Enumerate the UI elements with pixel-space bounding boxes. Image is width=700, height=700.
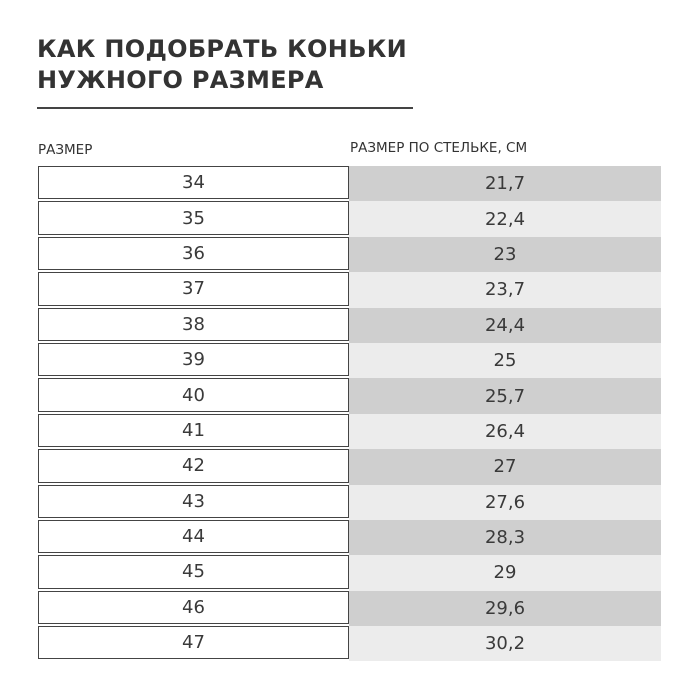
page-title: КАК ПОДОБРАТЬ КОНЬКИ НУЖНОГО РАЗМЕРА <box>37 34 407 96</box>
insole-cell: 25,7 <box>349 378 661 414</box>
table-row: 36 23 <box>38 236 661 273</box>
column-header-insole: РАЗМЕР ПО СТЕЛЬКЕ, СМ <box>350 140 528 156</box>
size-cell: 41 <box>38 413 349 448</box>
size-cell: 44 <box>38 519 349 554</box>
table-row: 46 29,6 <box>38 590 661 627</box>
size-cell: 36 <box>38 236 349 271</box>
size-cell: 37 <box>38 272 349 306</box>
title-line-1: КАК ПОДОБРАТЬ КОНЬКИ <box>37 35 408 63</box>
insole-cell: 27,6 <box>349 484 661 520</box>
insole-cell: 24,4 <box>349 307 661 343</box>
table-row: 47 30,2 <box>38 626 661 662</box>
insole-cell: 25 <box>349 342 661 379</box>
size-table: 34 21,7 35 22,4 36 23 37 23,7 38 24,4 39 25 40 25,7 41… <box>38 166 661 662</box>
insole-cell: 29 <box>349 555 661 591</box>
size-cell: 40 <box>38 378 349 412</box>
table-row: 43 27,6 <box>38 484 661 520</box>
insole-cell: 21,7 <box>349 166 661 202</box>
size-cell: 38 <box>38 307 349 341</box>
insole-cell: 23,7 <box>349 272 661 308</box>
size-cell: 34 <box>38 166 349 200</box>
title-divider <box>37 107 413 109</box>
table-row: 35 22,4 <box>38 201 661 237</box>
column-header-size: РАЗМЕР <box>38 142 93 158</box>
table-row: 41 26,4 <box>38 413 661 450</box>
insole-cell: 29,6 <box>349 590 661 627</box>
table-row: 39 25 <box>38 342 661 379</box>
size-cell: 45 <box>38 555 349 589</box>
insole-cell: 30,2 <box>349 626 661 662</box>
size-cell: 39 <box>38 342 349 377</box>
table-row: 44 28,3 <box>38 519 661 556</box>
table-row: 38 24,4 <box>38 307 661 343</box>
table-row: 45 29 <box>38 555 661 591</box>
title-line-2: НУЖНОГО РАЗМЕРА <box>37 66 324 94</box>
insole-cell: 22,4 <box>349 201 661 237</box>
insole-cell: 28,3 <box>349 519 661 556</box>
insole-cell: 27 <box>349 449 661 485</box>
size-cell: 35 <box>38 201 349 235</box>
table-row: 40 25,7 <box>38 378 661 414</box>
size-cell: 46 <box>38 590 349 625</box>
insole-cell: 26,4 <box>349 413 661 450</box>
size-cell: 42 <box>38 449 349 483</box>
size-cell: 43 <box>38 484 349 518</box>
table-row: 34 21,7 <box>38 166 661 202</box>
table-row: 42 27 <box>38 449 661 485</box>
size-cell: 47 <box>38 626 349 660</box>
insole-cell: 23 <box>349 236 661 273</box>
table-row: 37 23,7 <box>38 272 661 308</box>
